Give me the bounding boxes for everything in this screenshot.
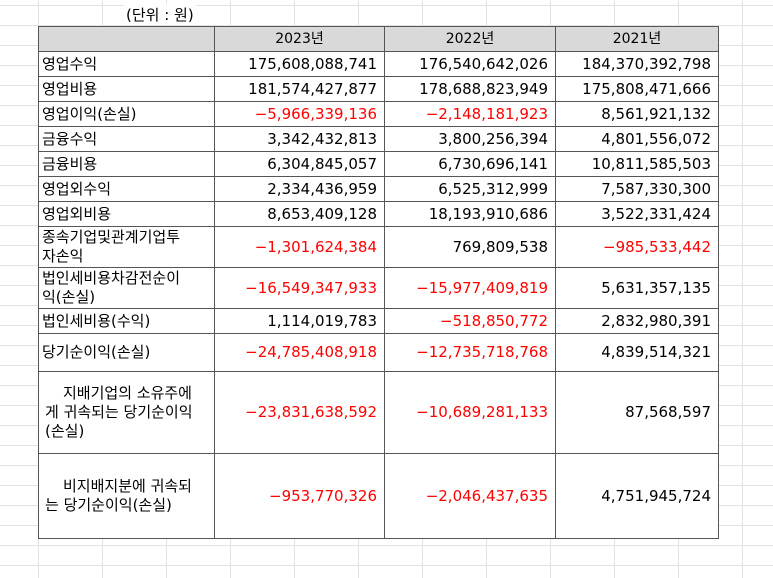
row-label-line: 게 귀속되는 당기순이익 [45, 403, 193, 421]
header-2021[interactable]: 2021년 [555, 26, 719, 52]
cell-value[interactable]: 181,574,427,877 [214, 76, 385, 102]
cell-value[interactable]: 2,334,436,959 [214, 176, 385, 202]
cell-value[interactable]: 10,811,585,503 [555, 151, 719, 177]
cell-value[interactable]: 176,540,642,026 [384, 51, 556, 77]
cell-value[interactable]: 5,631,357,135 [555, 267, 719, 309]
cell-value[interactable]: 6,525,312,999 [384, 176, 556, 202]
table-row: 영업이익(손실) −5,966,339,136 −2,148,181,923 8… [38, 101, 719, 127]
table-row: 영업외비용 8,653,409,128 18,193,910,686 3,522… [38, 201, 719, 227]
cell-value-negative[interactable]: −1,301,624,384 [214, 226, 385, 268]
row-label-line: 비지배지분에 귀속되 [63, 477, 192, 495]
cell-value-negative[interactable]: −24,785,408,918 [214, 333, 385, 372]
row-label[interactable]: 영업수익 [38, 51, 215, 77]
cell-value[interactable]: 8,561,921,132 [555, 101, 719, 127]
row-label-line: 자손익 [42, 247, 84, 265]
header-2023[interactable]: 2023년 [214, 26, 385, 52]
table-row: 법인세비용(수익) 1,114,019,783 −518,850,772 2,8… [38, 308, 719, 334]
cell-value[interactable]: 175,808,471,666 [555, 76, 719, 102]
cell-value[interactable]: 178,688,823,949 [384, 76, 556, 102]
table-row: 영업외수익 2,334,436,959 6,525,312,999 7,587,… [38, 176, 719, 202]
cell-value[interactable]: 3,800,256,394 [384, 126, 556, 152]
cell-value[interactable]: 175,608,088,741 [214, 51, 385, 77]
cell-value-negative[interactable]: −16,549,347,933 [214, 267, 385, 309]
row-label[interactable]: 영업이익(손실) [38, 101, 215, 127]
row-label[interactable]: 금융수익 [38, 126, 215, 152]
cell-value[interactable]: 7,587,330,300 [555, 176, 719, 202]
cell-value-negative[interactable]: −5,966,339,136 [214, 101, 385, 127]
row-label[interactable]: 법인세비용차감전순이 익(손실) [38, 267, 215, 309]
cell-value-negative[interactable]: −10,689,281,133 [384, 371, 556, 454]
row-label-line: 종속기업및관계기업투 [42, 228, 181, 246]
cell-value[interactable]: 3,342,432,813 [214, 126, 385, 152]
header-2022[interactable]: 2022년 [384, 26, 556, 52]
cell-value[interactable]: 769,809,538 [384, 226, 556, 268]
row-label-line: 익(손실) [42, 288, 96, 306]
table-row: 금융비용 6,304,845,057 6,730,696,141 10,811,… [38, 151, 719, 177]
table-row: 영업수익 175,608,088,741 176,540,642,026 184… [38, 51, 719, 77]
cell-value[interactable]: 4,839,514,321 [555, 333, 719, 372]
row-label[interactable]: 영업비용 [38, 76, 215, 102]
header-row: 2023년 2022년 2021년 [38, 26, 719, 52]
table-row: 금융수익 3,342,432,813 3,800,256,394 4,801,5… [38, 126, 719, 152]
row-label[interactable]: 당기순이익(손실) [38, 333, 215, 372]
financial-table: 2023년 2022년 2021년 영업수익 175,608,088,741 1… [38, 26, 719, 539]
cell-value[interactable]: 6,304,845,057 [214, 151, 385, 177]
cell-value[interactable]: 87,568,597 [555, 371, 719, 454]
row-label[interactable]: 금융비용 [38, 151, 215, 177]
cell-value[interactable]: 1,114,019,783 [214, 308, 385, 334]
table-row: 법인세비용차감전순이 익(손실) −16,549,347,933 −15,977… [38, 267, 719, 309]
row-label-line: (손실) [45, 422, 85, 440]
cell-value[interactable]: 8,653,409,128 [214, 201, 385, 227]
table-row: 영업비용 181,574,427,877 178,688,823,949 175… [38, 76, 719, 102]
cell-value-negative[interactable]: −15,977,409,819 [384, 267, 556, 309]
cell-value-negative[interactable]: −23,831,638,592 [214, 371, 385, 454]
cell-value[interactable]: 184,370,392,798 [555, 51, 719, 77]
row-label-line: 법인세비용차감전순이 [42, 269, 181, 287]
row-label[interactable]: 영업외비용 [38, 201, 215, 227]
cell-value[interactable]: 3,522,331,424 [555, 201, 719, 227]
row-label[interactable]: 영업외수익 [38, 176, 215, 202]
table-row: 종속기업및관계기업투 자손익 −1,301,624,384 769,809,53… [38, 226, 719, 268]
cell-value-negative[interactable]: −985,533,442 [555, 226, 719, 268]
row-label-line: 는 당기순이익(손실) [45, 496, 172, 514]
row-label-line: 지배기업의 소유주에 [63, 384, 192, 402]
row-label[interactable]: 지배기업의 소유주에 게 귀속되는 당기순이익 (손실) [38, 371, 215, 454]
cell-value[interactable]: 4,751,945,724 [555, 453, 719, 539]
header-corner-cell[interactable] [38, 26, 215, 52]
cell-value[interactable]: 6,730,696,141 [384, 151, 556, 177]
cell-value-negative[interactable]: −518,850,772 [384, 308, 556, 334]
cell-value[interactable]: 2,832,980,391 [555, 308, 719, 334]
cell-value[interactable]: 4,801,556,072 [555, 126, 719, 152]
unit-label: (단위 : 원) [124, 4, 196, 25]
table-row: 비지배지분에 귀속되 는 당기순이익(손실) −953,770,326 −2,0… [38, 453, 719, 539]
table-row: 지배기업의 소유주에 게 귀속되는 당기순이익 (손실) −23,831,638… [38, 371, 719, 454]
cell-value-negative[interactable]: −2,148,181,923 [384, 101, 556, 127]
row-label[interactable]: 비지배지분에 귀속되 는 당기순이익(손실) [38, 453, 215, 539]
row-label[interactable]: 법인세비용(수익) [38, 308, 215, 334]
row-label[interactable]: 종속기업및관계기업투 자손익 [38, 226, 215, 268]
table-row: 당기순이익(손실) −24,785,408,918 −12,735,718,76… [38, 333, 719, 372]
cell-value-negative[interactable]: −953,770,326 [214, 453, 385, 539]
cell-value[interactable]: 18,193,910,686 [384, 201, 556, 227]
cell-value-negative[interactable]: −12,735,718,768 [384, 333, 556, 372]
cell-value-negative[interactable]: −2,046,437,635 [384, 453, 556, 539]
